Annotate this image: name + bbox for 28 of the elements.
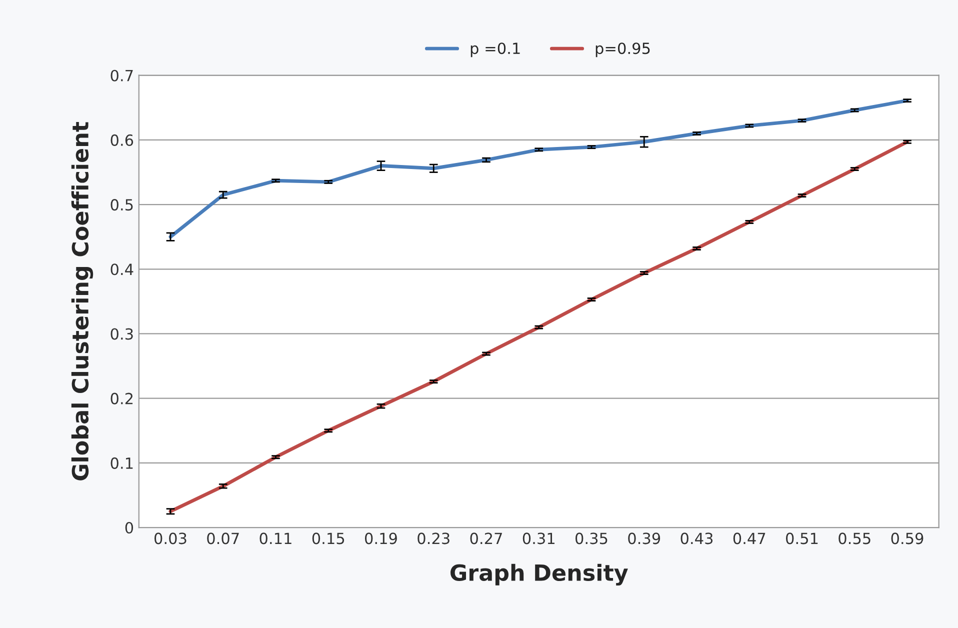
x-tick-label: 0.31 (522, 532, 554, 544)
legend-label: p =0.1 (470, 42, 520, 58)
x-tick-label: 0.55 (838, 532, 870, 544)
x-tick-label: 0.59 (891, 532, 924, 544)
x-tick-label: 0.39 (628, 532, 660, 544)
x-tick-label: 0.15 (312, 532, 344, 544)
y-tick-label: 0.6 (110, 134, 134, 146)
y-tick-label: 0.7 (110, 70, 133, 82)
x-tick-label: 0.07 (207, 532, 239, 544)
x-tick-label: 0.27 (470, 532, 502, 544)
y-tick-label: 0.1 (110, 457, 133, 469)
x-tick-label: 0.19 (364, 532, 397, 544)
x-tick-label: 0.35 (576, 532, 608, 544)
x-tick-label: 0.23 (418, 532, 450, 544)
legend-label: p=0.95 (596, 42, 650, 58)
y-tick-label: 0.2 (110, 392, 133, 404)
line-series (168, 98, 909, 239)
x-tick-label: 0.11 (260, 532, 292, 544)
y-tick-label: 0 (125, 522, 134, 534)
x-tick-label: 0.51 (786, 532, 818, 544)
x-tick-label: 0.03 (154, 532, 186, 544)
x-tick-label: 0.43 (680, 532, 713, 544)
y-axis-title: Global Clustering Coefficient (71, 122, 94, 480)
y-tick-label: 0.4 (110, 264, 134, 276)
y-tick-label: 0.3 (110, 328, 133, 340)
y-tick-label: 0.5 (110, 199, 133, 211)
x-axis-title: Graph Density (450, 564, 628, 586)
x-tick-label: 0.47 (733, 532, 766, 544)
